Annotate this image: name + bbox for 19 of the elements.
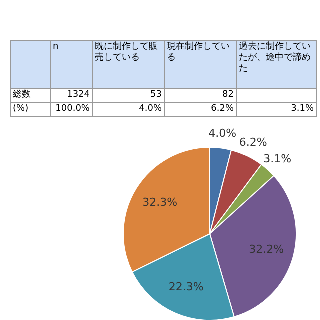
text: 総数 <box>10 88 50 102</box>
data-label: 4.0% <box>208 127 237 140</box>
data-label: 32.2% <box>249 242 284 256</box>
text: 過去に制作していたが、途中で諦めた <box>236 40 316 88</box>
text: 82 <box>164 88 236 102</box>
text: 6.2% <box>164 102 236 116</box>
text: 既に制作して販売している <box>92 40 164 88</box>
data-label: 6.2% <box>239 136 268 150</box>
text: 53 <box>92 88 164 102</box>
text: 3.1% <box>236 102 316 116</box>
data-label: 3.1% <box>264 152 292 166</box>
data-label: 22.3% <box>168 280 204 294</box>
text: (%) <box>10 102 50 116</box>
text: 100.0% <box>50 102 92 116</box>
text: 現在制作している <box>164 40 236 88</box>
text: 4.0% <box>92 102 164 116</box>
text: n <box>50 40 92 88</box>
data-label: 32.3% <box>142 196 178 209</box>
text: 1324 <box>50 88 92 102</box>
